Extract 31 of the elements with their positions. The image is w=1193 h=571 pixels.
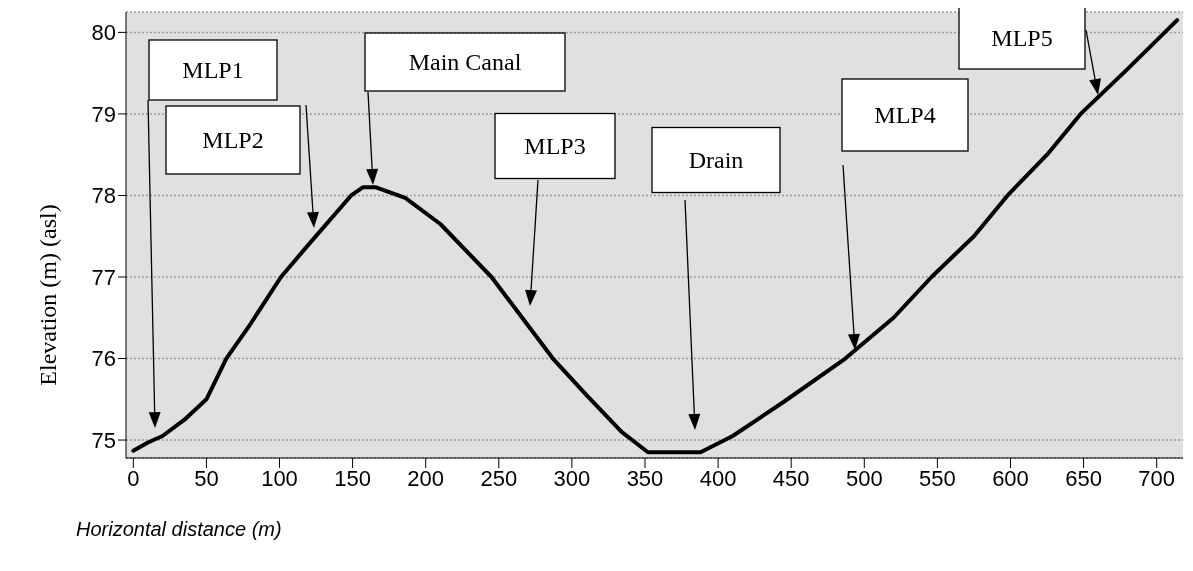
- x-tick-label: 300: [553, 465, 591, 491]
- x-tick-label: 700: [1138, 465, 1176, 491]
- y-tick-label: 76: [91, 346, 116, 372]
- x-tick-label: 150: [334, 465, 371, 491]
- y-tick-label: 77: [91, 264, 116, 290]
- annotation: MLP1: [182, 57, 244, 83]
- y-tick-label: 79: [91, 101, 116, 127]
- x-tick-label: 100: [261, 465, 298, 491]
- annotation: MLP2: [202, 127, 264, 153]
- x-tick-label: 500: [845, 465, 883, 491]
- x-tick-label: 650: [1065, 465, 1102, 491]
- x-axis-title: Horizontal distance (m): [76, 518, 282, 540]
- x-tick-label: 50: [194, 465, 219, 491]
- x-tick-label: 350: [626, 465, 664, 491]
- line-series: [131, 18, 1180, 455]
- annotation: MLP3: [524, 133, 586, 159]
- x-tick-label: 550: [919, 465, 956, 491]
- y-tick-label: 75: [91, 427, 116, 453]
- x-tick-label: 600: [992, 465, 1029, 491]
- annotation: Main Canal: [408, 49, 522, 75]
- x-tick-label: 200: [407, 465, 445, 491]
- y-tick-label: 80: [91, 20, 116, 46]
- x-tick-label: 450: [772, 465, 810, 491]
- y-axis-title: Elevation (m) (asl): [35, 204, 61, 386]
- x-tick-label: 250: [480, 465, 518, 491]
- annotation: MLP5: [991, 25, 1053, 51]
- x-tick-label: 400: [699, 465, 737, 491]
- annotation: MLP4: [874, 102, 936, 128]
- y-tick-label: 78: [91, 183, 116, 209]
- annotation: Drain: [688, 147, 744, 173]
- x-tick-label: 0: [127, 465, 140, 491]
